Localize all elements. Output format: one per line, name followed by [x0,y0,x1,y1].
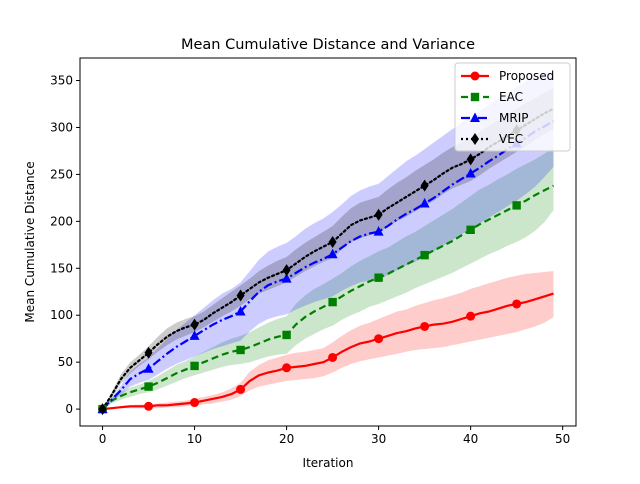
marker-vec [420,179,429,192]
legend-label-mrip: MRIP [499,111,528,125]
y-tick-label: 50 [58,355,73,369]
x-tick-label: 30 [371,432,386,446]
legend-label-proposed: Proposed [499,69,554,83]
x-tick-label: 20 [279,432,294,446]
legend-marker-mrip [470,112,480,122]
y-axis-label: Mean Cumulative Distance [23,161,37,322]
marker-eac [466,225,475,234]
y-tick-label: 150 [50,261,73,275]
marker-vec [282,264,291,277]
series-lines [101,107,555,411]
x-axis: 0 10 20 30 40 50 [99,426,570,446]
marker-proposed [512,299,522,309]
marker-vec [328,236,337,248]
x-tick-label: 10 [187,432,202,446]
line-vec [101,107,555,411]
y-tick-label: 350 [50,74,73,88]
band-proposed [102,271,554,410]
marker-proposed [328,352,338,362]
chart-title: Mean Cumulative Distance and Variance [181,37,475,53]
legend-marker-eac [470,92,480,102]
marker-eac [420,250,429,260]
legend-label-vec: VEC [499,132,523,146]
marker-proposed [236,384,246,394]
marker-mrip [235,305,246,316]
marker-eac [328,297,337,307]
y-tick-label: 0 [65,402,73,416]
marker-vec [374,208,383,221]
marker-proposed [144,401,154,411]
marker-eac [144,382,153,391]
series-markers [97,124,522,416]
y-tick-label: 250 [50,167,73,181]
marker-mrip [143,363,154,373]
marker-proposed [420,321,430,331]
marker-proposed [374,334,384,344]
marker-eac [236,345,245,355]
plot-area-frame [79,57,577,427]
legend-marker-proposed [470,71,480,81]
marker-mrip [189,330,200,340]
marker-eac [512,201,521,210]
y-axis: 0 50 100 150 200 250 300 350 [50,74,80,416]
marker-vec [190,318,199,331]
x-axis-label: Iteration [303,456,354,470]
x-tick-label: 50 [555,432,570,446]
y-tick-label: 200 [50,214,73,228]
legend-box [454,62,571,152]
line-eac [101,184,555,410]
marker-mrip [327,248,338,259]
marker-vec [144,346,153,359]
legend-label-eac: EAC [499,90,523,104]
marker-eac [190,361,199,371]
marker-mrip [373,226,384,236]
marker-eac [282,330,291,340]
marker-proposed [466,311,476,321]
marker-mrip [465,167,476,178]
line-mrip [101,119,555,410]
band-vec [102,88,554,410]
marker-proposed [190,398,200,408]
x-tick-label: 0 [99,432,107,446]
marker-vec [98,403,107,416]
y-tick-label: 300 [50,120,73,134]
marker-vec [236,289,245,302]
marker-mrip [419,198,430,208]
x-tick-label: 40 [463,432,478,446]
marker-vec [466,153,475,166]
legend-marker-vec [471,133,479,145]
y-tick-label: 100 [50,308,73,322]
line-proposed [102,292,554,411]
marker-proposed [282,363,292,373]
legend: Proposed EAC MRIP VEC [454,62,571,152]
marker-eac [374,273,383,282]
marker-mrip [281,273,292,283]
